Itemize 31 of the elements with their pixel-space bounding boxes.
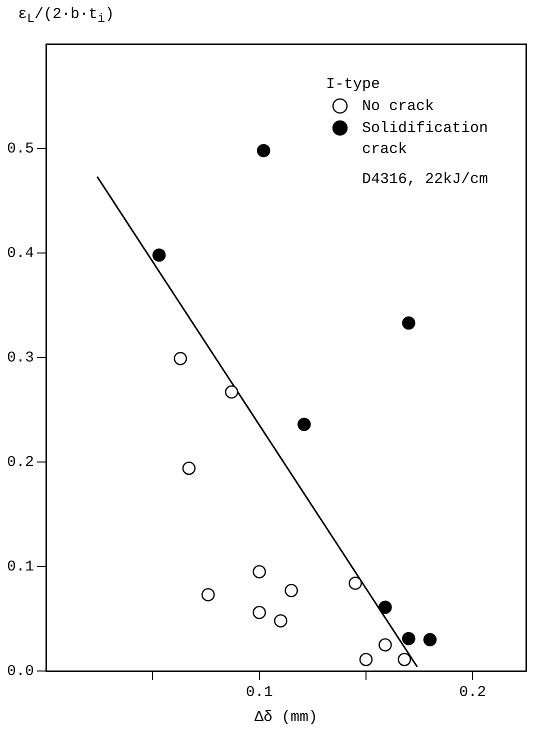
legend-title: I-type — [326, 76, 380, 93]
point — [152, 248, 166, 262]
point — [256, 144, 270, 158]
point — [402, 316, 416, 330]
y-tick-label: 0.1 — [6, 558, 34, 576]
point — [348, 576, 362, 590]
point — [402, 632, 416, 646]
point — [182, 462, 196, 475]
point — [284, 584, 298, 598]
point — [252, 606, 266, 620]
point — [297, 418, 311, 432]
point — [398, 652, 412, 666]
point — [274, 614, 288, 628]
point — [423, 633, 437, 646]
y-axis-title: ε$_{L}$/(2·b·t$_{i}$) — [18, 6, 114, 26]
point — [201, 588, 215, 602]
annotation: D4316, 22kJ/cm — [362, 170, 488, 188]
point — [378, 638, 392, 652]
y-tick-label: 0.4 — [6, 244, 34, 262]
legend-label: Solidification crack — [362, 120, 488, 158]
y-tick-label: 0.2 — [6, 454, 34, 471]
y-tick-label: 0.3 — [6, 349, 34, 366]
point — [224, 385, 238, 399]
y-tick-label: 0.5 — [6, 140, 34, 158]
point — [174, 352, 188, 366]
x-axis-title: Δδ (mm) — [254, 708, 318, 726]
y-tick-label: 0.0 — [6, 662, 34, 680]
point — [252, 565, 266, 578]
point — [359, 652, 373, 666]
legend-label: No crack — [362, 98, 434, 115]
point — [378, 600, 392, 614]
